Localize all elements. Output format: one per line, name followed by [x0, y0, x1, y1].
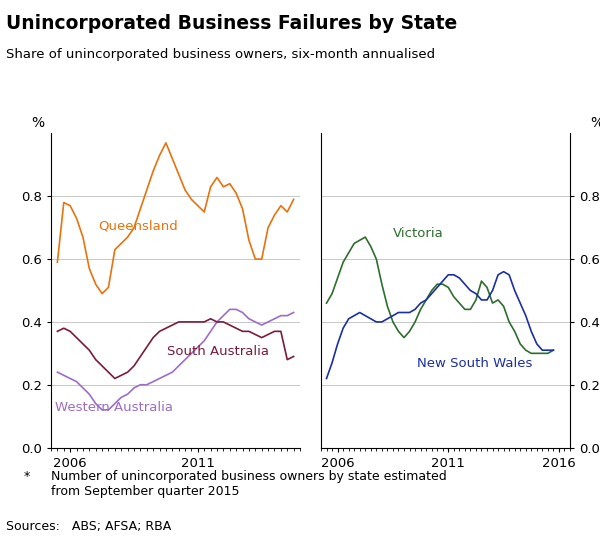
Text: *: * [24, 470, 30, 483]
Text: %: % [31, 116, 44, 130]
Text: Queensland: Queensland [98, 219, 178, 232]
Text: Western Australia: Western Australia [55, 401, 173, 414]
Text: Share of unincorporated business owners, six-month annualised: Share of unincorporated business owners,… [6, 48, 435, 61]
Text: South Australia: South Australia [167, 345, 269, 358]
Text: %: % [590, 116, 600, 130]
Text: Unincorporated Business Failures by State: Unincorporated Business Failures by Stat… [6, 14, 457, 33]
Text: New South Wales: New South Wales [417, 358, 533, 370]
Text: Sources:   ABS; AFSA; RBA: Sources: ABS; AFSA; RBA [6, 520, 171, 533]
Text: Number of unincorporated business owners by state estimated
from September quart: Number of unincorporated business owners… [51, 470, 447, 498]
Text: Victoria: Victoria [393, 227, 443, 240]
